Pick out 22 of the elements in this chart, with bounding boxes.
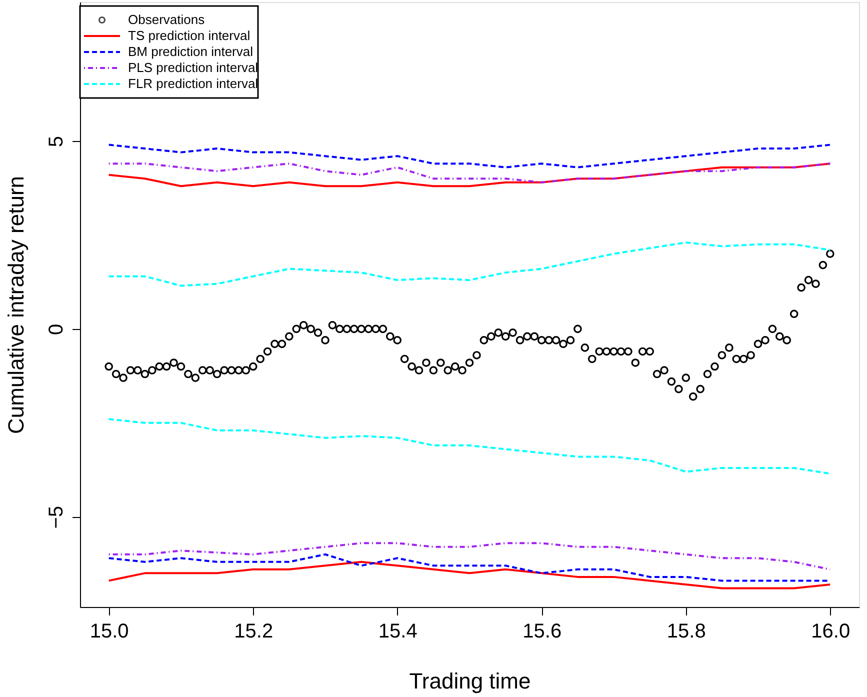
line-series <box>108 418 832 475</box>
x-tick-label: 15.4 <box>378 620 418 642</box>
x-tick-label: 16.0 <box>811 620 850 642</box>
line-series <box>108 241 832 287</box>
x-tick-label: 15.8 <box>666 620 706 642</box>
y-axis-title: Cumulative intraday return <box>4 176 28 434</box>
legend-label: PLS prediction interval <box>128 60 258 75</box>
legend-label: FLR prediction interval <box>128 76 258 91</box>
x-tick-label: 15.2 <box>234 620 274 642</box>
y-tick-label: 0 <box>46 324 68 335</box>
legend-label: Observations <box>128 12 206 27</box>
line-series <box>108 162 832 184</box>
line-series <box>108 542 832 570</box>
x-tick-label: 15.0 <box>90 620 129 642</box>
line-series <box>108 144 832 168</box>
y-tick-label: −5 <box>46 506 68 529</box>
x-tick-label: 15.6 <box>522 620 562 642</box>
legend-label: BM prediction interval <box>128 44 254 59</box>
legend-label: TS prediction interval <box>128 28 250 43</box>
line-series <box>108 560 832 590</box>
x-axis-title: Trading time <box>409 668 531 694</box>
y-tick-label: 5 <box>46 136 68 148</box>
